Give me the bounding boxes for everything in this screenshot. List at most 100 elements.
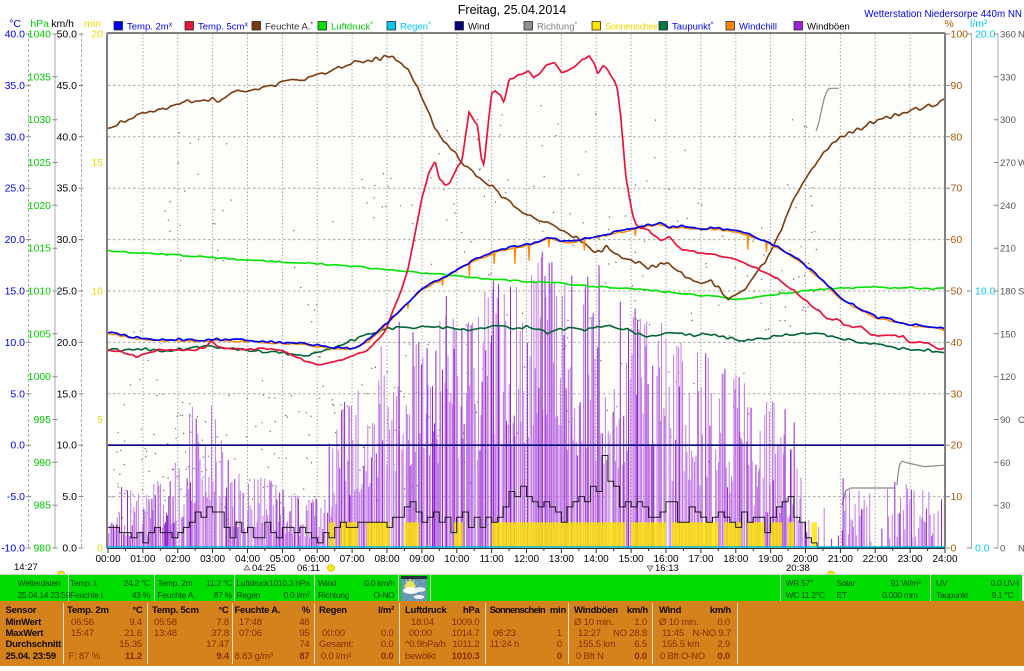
svg-text:0: 0 (951, 543, 957, 555)
svg-text:15:00: 15:00 (619, 554, 644, 565)
svg-text:270: 270 (1000, 158, 1016, 169)
svg-text:hPa: hPa (30, 18, 49, 30)
svg-text:Taupunkt*: Taupunkt* (672, 22, 714, 33)
svg-text:240: 240 (1000, 201, 1016, 212)
svg-text:5.0: 5.0 (10, 388, 25, 400)
svg-text:22:00: 22:00 (863, 554, 888, 565)
svg-text:100: 100 (951, 29, 969, 41)
svg-text:0.0: 0.0 (975, 543, 990, 555)
svg-text:13:00: 13:00 (549, 554, 574, 565)
svg-text:1015: 1015 (28, 243, 52, 255)
svg-text:06:00: 06:00 (305, 554, 330, 565)
svg-text:10: 10 (91, 286, 103, 298)
svg-text:5.0: 5.0 (62, 491, 77, 503)
svg-text:Wind: Wind (468, 22, 490, 33)
svg-text:10: 10 (951, 491, 963, 503)
svg-text:0: 0 (1000, 544, 1005, 555)
svg-text:23:00: 23:00 (898, 554, 923, 565)
svg-text:-5.0: -5.0 (7, 491, 25, 503)
svg-text:°C: °C (9, 18, 21, 30)
svg-text:50.0: 50.0 (57, 29, 78, 41)
svg-text:Temp. 5cmx: Temp. 5cmx (198, 22, 248, 33)
svg-text:04:00: 04:00 (235, 554, 260, 565)
svg-text:%: % (944, 18, 953, 30)
svg-text:980: 980 (33, 543, 51, 555)
svg-text:120: 120 (1000, 372, 1016, 383)
svg-text:11:00: 11:00 (479, 554, 504, 565)
svg-text:40.0: 40.0 (5, 29, 26, 41)
svg-text:1000: 1000 (28, 371, 52, 383)
svg-text:01:00: 01:00 (130, 554, 155, 565)
svg-text:30.0: 30.0 (57, 234, 78, 246)
svg-text:15.0: 15.0 (5, 286, 26, 298)
svg-text:Temp. 2mx: Temp. 2mx (127, 22, 173, 33)
svg-text:Regen*: Regen* (400, 22, 431, 33)
svg-text:1010: 1010 (28, 286, 52, 298)
svg-text:W: W (1018, 158, 1024, 169)
svg-text:70: 70 (951, 183, 963, 195)
svg-text:60: 60 (1000, 458, 1011, 469)
svg-text:20.0: 20.0 (975, 29, 996, 41)
svg-text:S: S (1018, 287, 1024, 298)
svg-text:25.0: 25.0 (5, 183, 26, 195)
svg-text:Sonnenschein: Sonnenschein (605, 22, 660, 33)
svg-text:80: 80 (951, 131, 963, 143)
svg-text:Freitag, 25.04.2014: Freitag, 25.04.2014 (458, 3, 566, 17)
svg-text:995: 995 (33, 414, 51, 426)
svg-text:Wetterstation Niedersorpe 440m: Wetterstation Niedersorpe 440m NN (864, 9, 1022, 20)
svg-text:0: 0 (97, 543, 103, 555)
svg-text:1005: 1005 (28, 328, 52, 340)
svg-text:09:00: 09:00 (409, 554, 434, 565)
svg-text:10.0: 10.0 (57, 440, 78, 452)
svg-text:360: 360 (1000, 30, 1016, 41)
svg-text:1030: 1030 (28, 114, 52, 126)
svg-text:16:00: 16:00 (653, 554, 678, 565)
svg-text:Windchill: Windchill (739, 22, 777, 33)
svg-text:30.0: 30.0 (5, 131, 26, 143)
svg-text:90: 90 (1000, 415, 1011, 426)
svg-text:N: N (1018, 544, 1024, 555)
svg-text:Richtung*: Richtung* (537, 22, 578, 33)
svg-text:10.0: 10.0 (5, 337, 26, 349)
svg-text:16:13: 16:13 (655, 563, 679, 574)
svg-text:20: 20 (951, 440, 963, 452)
svg-text:45.0: 45.0 (57, 80, 78, 92)
svg-text:20:00: 20:00 (793, 554, 818, 565)
svg-text:0.0: 0.0 (10, 440, 25, 452)
svg-text:20.0: 20.0 (57, 337, 78, 349)
svg-text:-10.0: -10.0 (1, 543, 25, 555)
svg-text:21:00: 21:00 (828, 554, 853, 565)
svg-text:50: 50 (951, 286, 963, 298)
svg-text:min: min (84, 18, 101, 30)
svg-text:05:00: 05:00 (270, 554, 295, 565)
svg-text:Feuchte A.*: Feuchte A.* (265, 22, 313, 33)
svg-text:40: 40 (951, 337, 963, 349)
svg-text:210: 210 (1000, 244, 1016, 255)
svg-text:30: 30 (1000, 501, 1011, 512)
svg-text:0.0: 0.0 (62, 543, 77, 555)
svg-text:O: O (1018, 415, 1024, 426)
svg-text:40.0: 40.0 (57, 131, 78, 143)
svg-text:19:00: 19:00 (758, 554, 783, 565)
svg-text:15.0: 15.0 (57, 388, 78, 400)
svg-text:km/h: km/h (51, 18, 74, 30)
svg-text:18:00: 18:00 (723, 554, 748, 565)
svg-text:990: 990 (33, 457, 51, 469)
svg-text:1040: 1040 (28, 29, 52, 41)
svg-text:03:00: 03:00 (200, 554, 225, 565)
svg-text:06:11: 06:11 (297, 563, 320, 574)
svg-text:150: 150 (1000, 329, 1016, 340)
svg-text:12:00: 12:00 (514, 554, 539, 565)
svg-text:07:00: 07:00 (340, 554, 365, 565)
svg-text:90: 90 (951, 80, 963, 92)
svg-text:10.0: 10.0 (975, 286, 996, 298)
svg-text:330: 330 (1000, 72, 1016, 83)
svg-text:20.0: 20.0 (5, 234, 26, 246)
svg-text:00:00: 00:00 (95, 554, 120, 565)
svg-text:14:27: 14:27 (14, 562, 38, 573)
svg-text:Windböen: Windböen (807, 22, 850, 33)
svg-text:02:00: 02:00 (165, 554, 190, 565)
svg-text:985: 985 (33, 500, 51, 512)
svg-text:30: 30 (951, 388, 963, 400)
svg-text:24:00: 24:00 (932, 554, 957, 565)
